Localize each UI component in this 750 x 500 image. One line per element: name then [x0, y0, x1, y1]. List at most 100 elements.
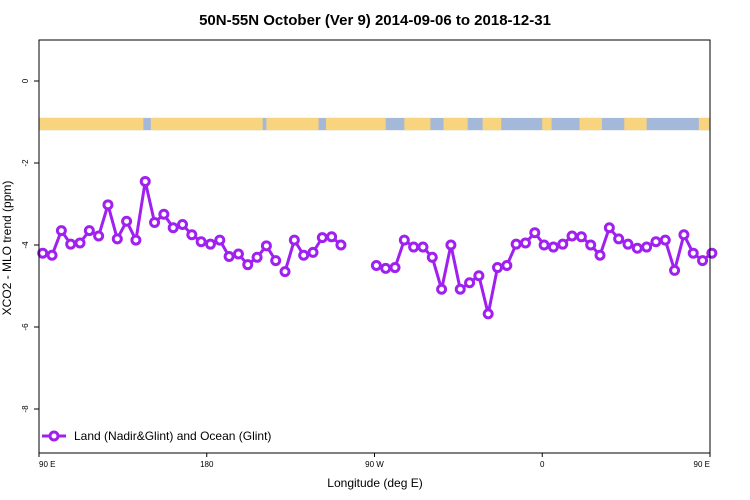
data-point	[547, 241, 559, 253]
data-point	[641, 241, 653, 253]
land-patch	[542, 117, 552, 131]
x-tick-label: 90 W	[365, 460, 384, 469]
land-patch	[150, 117, 263, 131]
data-point	[232, 248, 244, 260]
legend-marker-swatch	[48, 430, 60, 442]
data-point	[697, 255, 709, 267]
data-point	[501, 260, 513, 271]
land-patch	[266, 117, 319, 131]
data-point	[417, 241, 429, 253]
x-axis-title: Longitude (deg E)	[327, 476, 422, 490]
data-point	[678, 229, 690, 241]
data-point	[214, 234, 226, 246]
data-point	[326, 231, 338, 243]
data-point	[669, 264, 681, 276]
data-point	[566, 230, 578, 242]
series-layer	[37, 175, 718, 320]
data-point	[335, 239, 347, 251]
data-point	[111, 233, 123, 245]
data-point	[46, 249, 58, 261]
data-point	[454, 283, 466, 295]
land-patch	[698, 117, 710, 131]
data-point	[102, 199, 114, 211]
data-point	[93, 230, 105, 242]
land-patch	[579, 117, 602, 131]
data-point	[251, 251, 263, 263]
data-point	[594, 249, 606, 261]
data-point	[603, 222, 615, 234]
y-tick-label: -8	[21, 405, 30, 413]
y-axis: 0 -2 -4 -6 -8	[21, 78, 39, 413]
data-point	[445, 239, 457, 251]
data-point	[316, 232, 328, 244]
y-tick-label: -2	[21, 159, 30, 167]
y-tick-label: 0	[21, 78, 30, 83]
data-point	[464, 277, 476, 289]
legend-label: Land (Nadir&Glint) and Ocean (Glint)	[74, 429, 271, 443]
data-point	[575, 231, 587, 243]
x-tick-label: 180	[200, 460, 214, 469]
data-point	[83, 225, 95, 237]
land-patch	[482, 117, 502, 131]
data-point	[270, 255, 282, 267]
data-point	[557, 238, 569, 250]
data-point	[622, 238, 634, 250]
chart-title: 50N-55N October (Ver 9) 2014-09-06 to 20…	[199, 12, 551, 29]
land-patch	[39, 117, 144, 131]
data-point	[177, 219, 189, 230]
data-point	[65, 238, 77, 250]
data-point	[195, 236, 207, 248]
data-point	[370, 260, 382, 271]
legend: Land (Nadir&Glint) and Ocean (Glint)	[42, 429, 271, 443]
data-point	[650, 236, 662, 248]
land-patch	[443, 117, 468, 131]
data-point	[139, 175, 151, 187]
data-point	[279, 266, 291, 278]
land-patch	[326, 117, 386, 131]
data-point	[186, 229, 198, 241]
plot-frame	[38, 39, 711, 454]
x-tick-label: 0	[540, 460, 545, 469]
data-point	[473, 270, 485, 282]
land-ocean-strip	[39, 117, 710, 131]
data-point	[706, 247, 718, 259]
data-point	[687, 247, 699, 259]
data-point	[529, 227, 541, 239]
data-point	[482, 308, 494, 320]
data-point	[242, 259, 254, 271]
data-point	[260, 240, 272, 252]
data-point	[426, 251, 438, 263]
data-point	[389, 262, 401, 274]
data-point	[167, 222, 179, 234]
data-point	[436, 283, 448, 295]
y-tick-label: -4	[21, 241, 30, 249]
x-tick-label: 90 E	[694, 460, 710, 469]
data-point	[298, 249, 310, 261]
data-point	[380, 262, 392, 274]
data-point	[149, 216, 161, 228]
data-point	[121, 215, 133, 227]
data-point	[519, 237, 531, 249]
data-point	[307, 246, 319, 258]
data-point	[408, 241, 420, 253]
data-point	[492, 262, 504, 274]
data-point	[538, 239, 550, 251]
land-patch	[624, 117, 647, 131]
data-point	[223, 250, 235, 262]
y-tick-label: -6	[21, 323, 30, 331]
data-point	[510, 238, 522, 250]
data-point	[585, 239, 597, 251]
data-point	[204, 238, 216, 250]
data-point	[158, 208, 170, 220]
data-point	[288, 234, 300, 246]
x-axis: 90 E 180 90 W 0 90 E	[38, 453, 711, 469]
x-tick-label: 90 E	[39, 460, 55, 469]
data-point	[37, 247, 49, 259]
data-point	[74, 237, 86, 249]
data-point	[130, 234, 142, 246]
data-point	[631, 242, 643, 254]
y-axis-title: XCO2 - MLO trend (ppm)	[0, 181, 14, 316]
data-point	[55, 225, 67, 237]
land-patch	[404, 117, 431, 131]
